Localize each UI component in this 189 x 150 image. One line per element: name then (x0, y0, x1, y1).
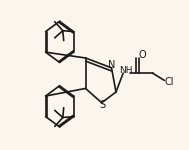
Text: Cl: Cl (164, 77, 174, 87)
Text: NH: NH (120, 66, 133, 75)
Text: O: O (139, 50, 146, 60)
Text: S: S (99, 100, 106, 110)
Text: N: N (108, 60, 115, 70)
